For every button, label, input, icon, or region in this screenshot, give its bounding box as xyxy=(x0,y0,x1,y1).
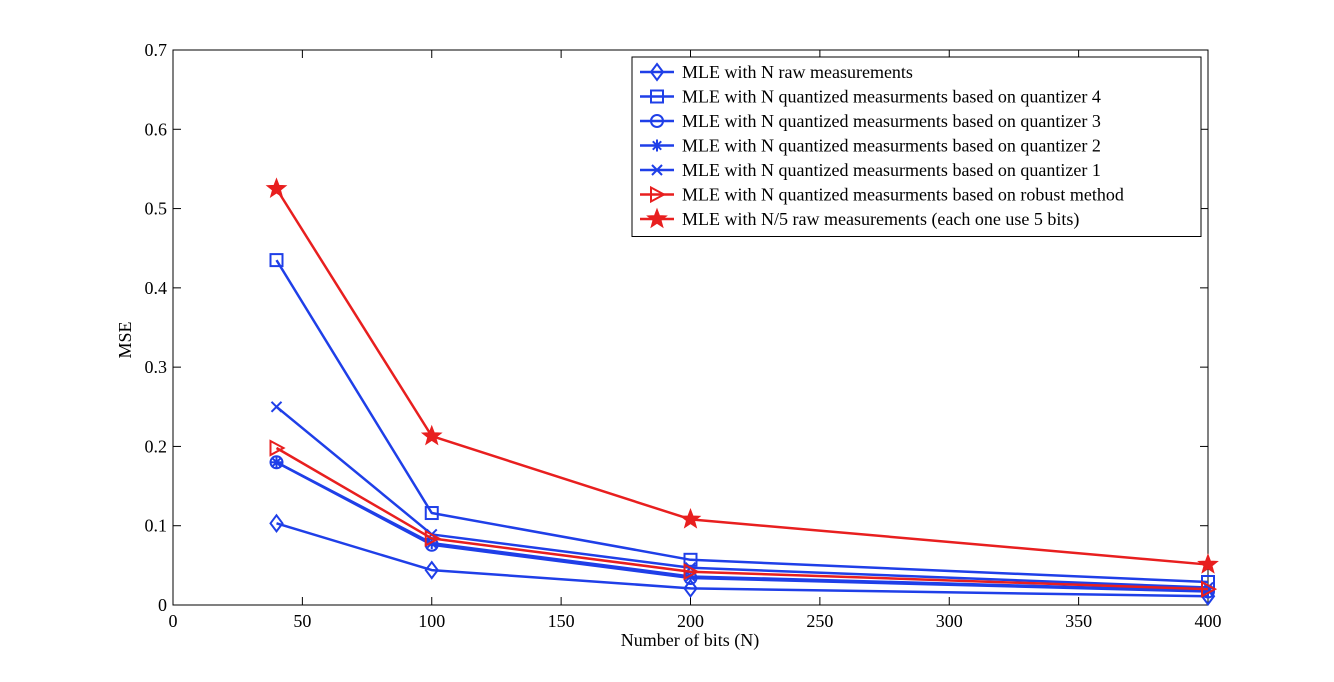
legend-entry: MLE with N quantized measurments based o… xyxy=(640,185,1124,205)
legend-entry: MLE with N quantized measurments based o… xyxy=(640,160,1101,180)
marker-diamond xyxy=(424,560,439,580)
y-tick-label: 0.1 xyxy=(145,516,168,536)
marker-triangle-right xyxy=(269,439,286,457)
marker-star xyxy=(679,507,702,529)
legend-entry: MLE with N quantized measurments based o… xyxy=(640,111,1101,131)
y-tick-label: 0.3 xyxy=(145,357,168,377)
legend-entry: MLE with N quantized measurments based o… xyxy=(640,136,1101,156)
axis-ticks: 0 50 100 150 200 250 300 350 400 0 0.1 0.2 0.3 0.4 0.5… xyxy=(145,40,1222,631)
y-tick-label: 0.5 xyxy=(145,199,168,219)
marker-x xyxy=(270,401,283,413)
legend-entry: MLE with N quantized measurments based o… xyxy=(640,87,1101,107)
marker-triangle-right xyxy=(650,185,667,204)
x-tick-label: 150 xyxy=(548,611,575,631)
x-tick-label: 250 xyxy=(806,611,833,631)
series-layer xyxy=(265,177,1219,606)
y-tick-label: 0.2 xyxy=(145,436,168,456)
marker-asterisk xyxy=(270,456,283,469)
marker-triangle-right xyxy=(1201,580,1218,598)
legend-frame xyxy=(631,56,1202,237)
x-axis-label: Number of bits (N) xyxy=(621,630,759,651)
series-6 xyxy=(269,439,1218,598)
series-line xyxy=(275,446,1209,591)
marker-square xyxy=(424,506,439,521)
x-tick-label: 100 xyxy=(418,611,445,631)
legend-label: MLE with N quantized measurments based o… xyxy=(682,136,1101,156)
x-tick-label: 0 xyxy=(169,611,178,631)
marker-square xyxy=(683,552,698,567)
legend-label: MLE with N/5 raw measurements (each one … xyxy=(682,209,1079,230)
y-tick-label: 0 xyxy=(158,595,167,615)
y-tick-label: 0.6 xyxy=(145,119,168,139)
series-line xyxy=(275,461,1209,593)
series-1 xyxy=(269,513,1216,606)
series-line xyxy=(275,405,1209,589)
marker-square xyxy=(650,89,664,104)
marker-diamond xyxy=(683,578,698,599)
y-axis-label: MSE xyxy=(115,321,135,358)
marker-star xyxy=(265,177,288,198)
marker-square xyxy=(269,253,284,268)
series-line xyxy=(276,522,1209,598)
marker-circle xyxy=(650,114,664,128)
series-line xyxy=(275,461,1209,592)
x-tick-label: 200 xyxy=(677,611,704,631)
legend-label: MLE with N quantized measurments based o… xyxy=(682,87,1101,107)
x-tick-label: 350 xyxy=(1065,611,1092,631)
marker-diamond xyxy=(649,62,665,82)
marker-triangle-right xyxy=(424,529,441,548)
x-tick-label: 400 xyxy=(1195,611,1222,631)
x-tick-label: 300 xyxy=(936,611,963,631)
marker-diamond xyxy=(269,513,284,534)
series-2 xyxy=(269,253,1215,590)
legend-label: MLE with N quantized measurments based o… xyxy=(682,160,1101,180)
marker-star xyxy=(1197,553,1219,574)
marker-triangle-right xyxy=(683,563,700,581)
y-tick-label: 0.4 xyxy=(145,278,168,298)
legend-entry: MLE with N/5 raw measurements (each one … xyxy=(640,207,1079,230)
legend-entry: MLE with N raw measurements xyxy=(640,62,913,82)
legend: MLE with N raw measurements MLE with N qu… xyxy=(631,56,1202,237)
y-tick-label: 0.7 xyxy=(145,40,168,60)
legend-label: MLE with N raw measurements xyxy=(682,62,913,82)
marker-x xyxy=(651,164,663,176)
marker-star xyxy=(646,207,668,229)
series-line xyxy=(275,188,1209,566)
series-7 xyxy=(265,177,1219,574)
legend-label: MLE with N quantized measurments based o… xyxy=(682,185,1124,205)
series-line xyxy=(275,259,1209,584)
marker-asterisk xyxy=(651,139,663,152)
legend-label: MLE with N quantized measurments based o… xyxy=(682,111,1101,131)
marker-star xyxy=(420,424,443,446)
x-tick-label: 50 xyxy=(293,611,311,631)
